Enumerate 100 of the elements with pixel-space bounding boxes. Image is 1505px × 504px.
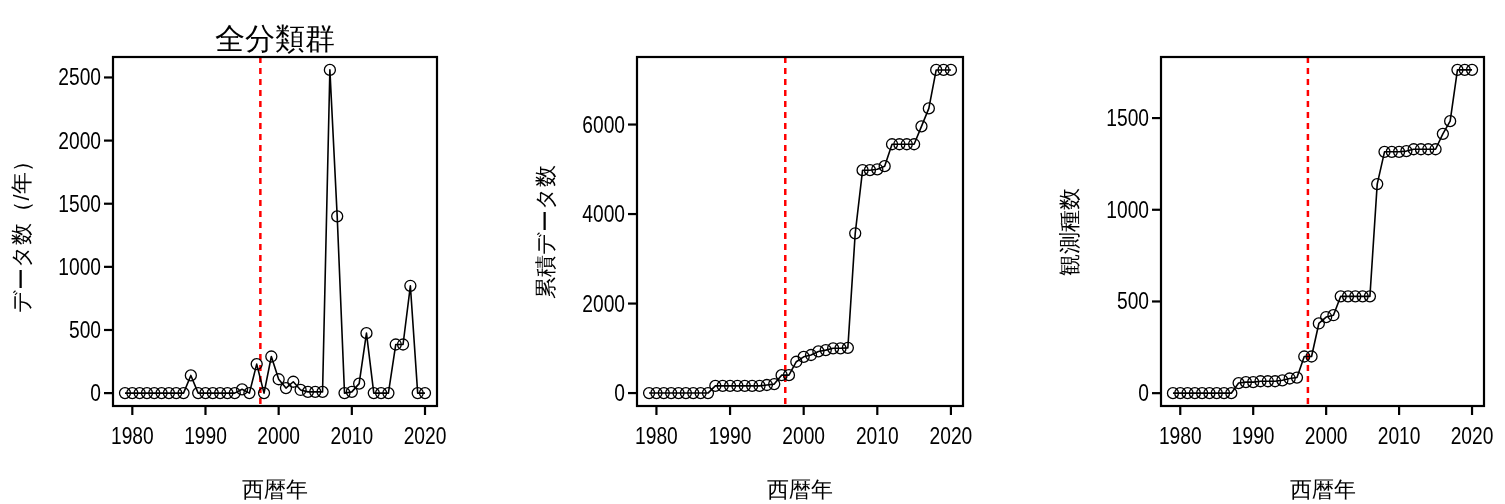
y-tick-label: 2500 — [58, 63, 101, 91]
point — [826, 342, 840, 355]
point — [790, 355, 803, 368]
point — [133, 386, 146, 400]
y-tick-label: 1500 — [58, 189, 101, 218]
x-tick-label: 2020 — [403, 421, 447, 450]
x-tick-label: 2000 — [257, 421, 301, 450]
point — [287, 375, 300, 388]
point — [849, 227, 862, 240]
point — [900, 138, 913, 151]
point — [738, 379, 751, 393]
y-axis-title: データ数（/年） — [8, 150, 34, 313]
point — [893, 138, 906, 151]
point — [177, 386, 190, 400]
point — [316, 385, 329, 399]
point — [672, 386, 685, 400]
point — [404, 279, 417, 292]
point — [856, 164, 869, 177]
y-tick-label: 500 — [1116, 287, 1149, 315]
point — [199, 386, 212, 400]
y-tick-label: 2000 — [582, 289, 625, 318]
point — [228, 386, 241, 400]
point — [768, 377, 781, 391]
point — [1378, 145, 1391, 158]
point — [389, 338, 402, 351]
point — [1247, 376, 1260, 389]
point — [1407, 143, 1420, 156]
point — [1188, 387, 1201, 400]
point — [418, 386, 432, 400]
point — [1465, 63, 1479, 76]
point — [863, 164, 877, 177]
point — [272, 373, 285, 386]
y-tick-label: 2000 — [58, 126, 101, 155]
point — [694, 386, 707, 400]
point — [184, 369, 197, 382]
x-tick-label: 2000 — [782, 421, 826, 450]
point — [1210, 387, 1223, 400]
chart-title: 全分類群 — [215, 22, 335, 55]
point — [1276, 374, 1289, 387]
point — [642, 386, 656, 400]
point — [396, 338, 410, 351]
point — [1261, 375, 1274, 388]
point — [775, 369, 788, 382]
point — [1181, 387, 1194, 400]
point — [338, 386, 351, 400]
point — [1436, 127, 1450, 140]
point — [1239, 376, 1253, 389]
point — [1429, 143, 1442, 156]
point — [797, 350, 810, 363]
x-axis-title: 西暦年 — [242, 477, 308, 502]
point — [834, 342, 847, 355]
x-tick-label: 1990 — [1231, 421, 1275, 450]
point — [1283, 372, 1296, 385]
point — [118, 386, 132, 400]
point — [753, 379, 766, 393]
point — [235, 383, 249, 396]
point — [126, 386, 139, 400]
x-tick-label: 1990 — [184, 421, 227, 450]
point — [679, 386, 693, 400]
point — [1349, 290, 1362, 303]
point — [162, 386, 176, 400]
point — [716, 379, 729, 393]
point — [944, 63, 958, 77]
point — [170, 386, 183, 400]
point — [1371, 177, 1384, 191]
y-axis-title: 累積データ数 — [532, 164, 558, 299]
point — [1203, 387, 1216, 400]
point — [665, 386, 678, 400]
point — [1232, 376, 1245, 390]
point — [804, 348, 818, 362]
point — [279, 381, 293, 395]
point — [760, 378, 774, 392]
point — [1174, 387, 1187, 400]
x-tick-label: 2020 — [929, 421, 973, 450]
point — [1312, 317, 1325, 330]
point — [1166, 387, 1180, 400]
y-tick-label: 4000 — [582, 199, 625, 228]
y-tick-label: 0 — [90, 379, 101, 407]
point — [213, 386, 227, 400]
point — [257, 386, 271, 400]
point — [687, 386, 700, 400]
point — [1363, 290, 1377, 303]
point — [657, 386, 670, 400]
point — [782, 369, 796, 382]
point — [930, 63, 943, 77]
y-tick-label: 500 — [68, 315, 101, 344]
point — [192, 386, 205, 400]
point — [915, 120, 928, 133]
point — [1400, 144, 1413, 158]
point — [1422, 143, 1435, 156]
point — [382, 386, 395, 400]
y-tick-label: 1000 — [1106, 195, 1149, 224]
point — [265, 350, 278, 363]
point — [723, 379, 737, 393]
x-tick-label: 1980 — [1158, 421, 1202, 450]
point — [1392, 145, 1406, 158]
point — [1458, 63, 1471, 76]
point — [243, 386, 256, 400]
point — [1334, 290, 1347, 303]
point — [812, 345, 825, 358]
